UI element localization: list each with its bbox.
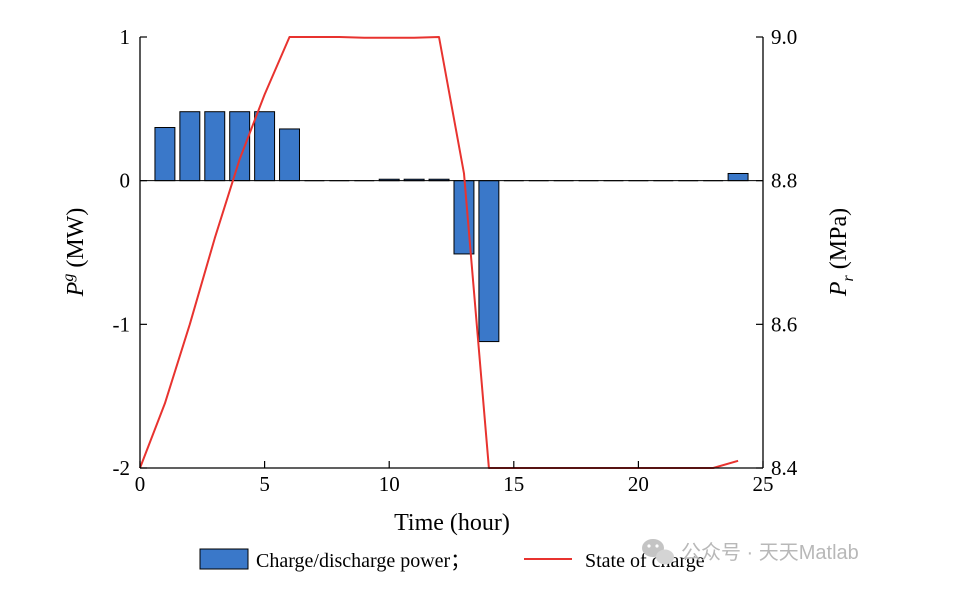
bar (229, 111, 251, 182)
left-y-tick-label: -1 (113, 312, 131, 336)
plot-area (139, 36, 763, 469)
bar (254, 111, 276, 182)
left-y-axis-label: Pg (MW) (60, 208, 89, 298)
left-y-axis-unit: (MW) (63, 208, 89, 268)
bar (478, 180, 500, 343)
bar (279, 128, 300, 182)
left-y-tick-label: 0 (120, 169, 131, 193)
watermark: 公众号 · 天天Matlab (642, 539, 859, 565)
watermark-text: 公众号 · 天天Matlab (681, 541, 859, 564)
left-y-axis-superscript: g (60, 274, 77, 282)
x-tick-label: 5 (259, 472, 270, 496)
right-y-tick-label: 8.8 (771, 169, 797, 193)
left-y-tick-label: -2 (113, 456, 131, 480)
bar (727, 172, 749, 182)
bar (179, 111, 201, 182)
legend-bar-label: Charge/discharge power； (256, 550, 470, 572)
x-axis-label: Time (hour) (394, 510, 510, 536)
left-y-axis-ticks: 1 0 -1 -2 (113, 25, 147, 480)
right-y-tick-label: 8.4 (771, 456, 798, 480)
x-axis-ticks: 0 5 10 15 20 25 (135, 461, 774, 496)
x-tick-label: 25 (753, 472, 774, 496)
x-tick-label: 20 (628, 472, 649, 496)
right-y-axis-ticks: 9.0 8.8 8.6 8.4 (756, 25, 798, 480)
state-of-charge-line (139, 36, 739, 469)
bar (453, 180, 475, 255)
right-y-axis-subscript: r (840, 274, 857, 281)
bar (154, 127, 176, 182)
right-y-axis-unit: (MPa) (826, 208, 852, 269)
svg-text:Pr(MPa): Pr (MPa) (826, 208, 857, 297)
bar (204, 111, 226, 182)
svg-text:Pg(MW): Pg (MW) (60, 208, 89, 298)
legend-line-label: State of charge (585, 550, 705, 572)
x-tick-label: 0 (135, 472, 146, 496)
left-y-tick-label: 1 (120, 25, 131, 49)
wechat-icon (642, 539, 674, 565)
legend-bar-swatch (199, 548, 249, 570)
right-y-axis-symbol: P (826, 281, 852, 297)
x-tick-label: 10 (379, 472, 400, 496)
x-tick-label: 15 (503, 472, 524, 496)
left-y-axis-symbol: P (63, 281, 89, 297)
right-y-tick-label: 8.6 (771, 312, 797, 336)
legend: Charge/discharge power； State of charge (199, 548, 705, 572)
right-y-axis-label: Pr (MPa) (826, 208, 857, 297)
right-y-tick-label: 9.0 (771, 25, 797, 49)
